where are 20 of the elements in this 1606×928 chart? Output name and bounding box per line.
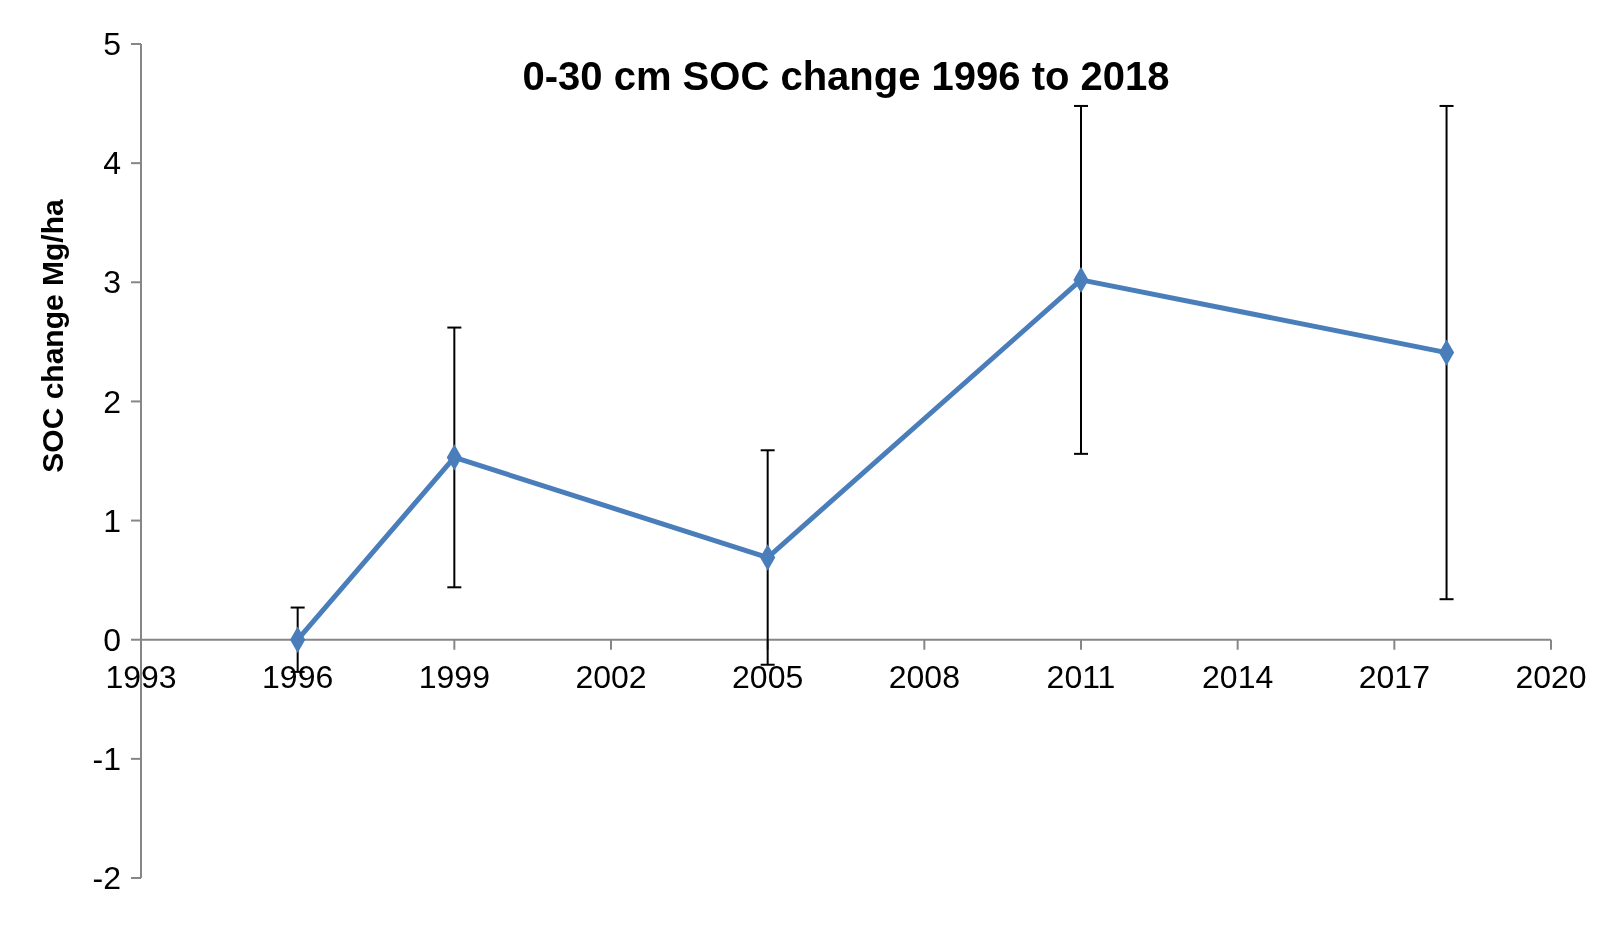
x-tick-label: 2014 [1202,658,1274,695]
x-tick-label: 2002 [575,658,647,695]
x-tick-label: 2020 [1515,658,1587,695]
y-tick-label: -1 [92,741,121,778]
y-tick-label: 4 [103,145,121,182]
y-tick-label: 5 [103,26,121,63]
y-axis-title: SOC change Mg/ha [36,199,69,473]
chart-title: 0-30 cm SOC change 1996 to 2018 [522,54,1170,98]
x-tick-label: 1996 [262,658,334,695]
x-tick-label: 1993 [105,658,177,695]
x-tick-label: 1999 [418,658,490,695]
x-tick-label: 2008 [888,658,960,695]
x-tick-label: 2017 [1358,658,1430,695]
y-tick-label: 3 [103,264,121,301]
y-tick-label: 2 [103,383,121,420]
y-tick-label: -2 [92,860,121,897]
x-tick-label: 2011 [1046,658,1116,695]
x-tick-label: 2005 [732,658,804,695]
y-tick-label: 1 [103,502,121,539]
y-tick-label: 0 [103,621,121,658]
